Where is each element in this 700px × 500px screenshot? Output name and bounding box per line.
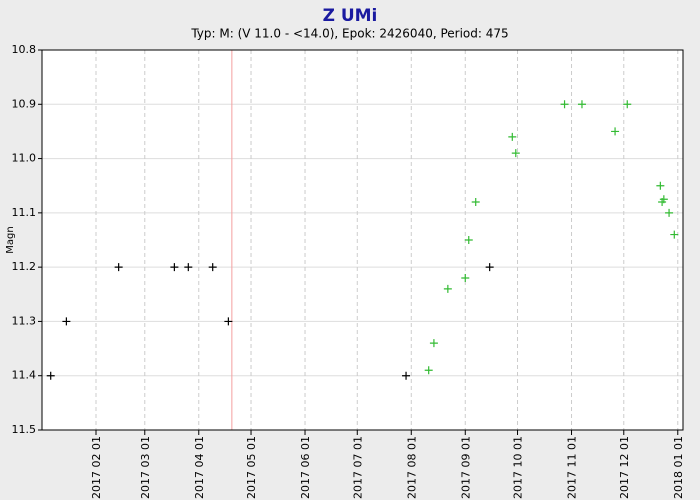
- data-point: [623, 100, 632, 109]
- x-tick-label: 2017 02 01: [90, 436, 103, 499]
- x-tick-label: 2017 12 01: [618, 436, 631, 499]
- data-point: [62, 317, 71, 326]
- y-tick-label: 11.4: [12, 369, 37, 382]
- data-point: [184, 263, 193, 272]
- data-point: [443, 284, 452, 293]
- y-tick-label: 10.8: [12, 43, 37, 56]
- data-point: [429, 339, 438, 348]
- data-point: [508, 132, 517, 141]
- data-point: [560, 100, 569, 109]
- data-point: [670, 230, 679, 239]
- chart-subtitle: Typ: M: (V 11.0 - <14.0), Epok: 2426040,…: [190, 27, 508, 41]
- x-tick-label: 2017 07 01: [351, 436, 364, 499]
- y-axis-label: Magn: [5, 226, 16, 253]
- x-tick-label: 2017 11 01: [566, 436, 579, 499]
- data-point: [170, 263, 179, 272]
- data-point: [114, 263, 123, 272]
- y-tick-label: 11.0: [12, 152, 37, 165]
- plot-frame: [41, 49, 684, 431]
- x-tick-label: 2017 10 01: [512, 436, 525, 499]
- y-tick-label: 11.1: [12, 206, 37, 219]
- data-point: [659, 195, 668, 204]
- data-point: [656, 181, 665, 190]
- data-point: [224, 317, 233, 326]
- data-point: [424, 366, 433, 375]
- data-point: [511, 149, 520, 158]
- x-tick-label: 2018 01 01: [672, 436, 685, 499]
- x-tick-label: 2017 05 01: [245, 436, 258, 499]
- x-tick-label: 2017 08 01: [405, 436, 418, 499]
- data-point: [577, 100, 586, 109]
- data-point: [665, 208, 674, 217]
- plot-area: [41, 49, 684, 431]
- data-point: [464, 236, 473, 244]
- y-tick-label: 11.2: [12, 260, 37, 273]
- data-point: [471, 198, 480, 206]
- data-point: [46, 371, 55, 380]
- data-point: [402, 371, 411, 380]
- y-tick-label: 11.5: [12, 423, 37, 436]
- data-point: [485, 263, 494, 272]
- x-tick-label: 2017 09 01: [459, 436, 472, 499]
- x-tick-label: 2017 04 01: [193, 436, 206, 499]
- data-point: [461, 274, 470, 282]
- y-tick-label: 10.9: [12, 97, 37, 110]
- data-point: [208, 263, 217, 272]
- chart-title: Z UMi: [323, 6, 378, 26]
- data-point: [611, 127, 620, 136]
- x-tick-label: 2017 03 01: [139, 436, 152, 499]
- y-tick-label: 11.3: [12, 314, 37, 327]
- x-tick-label: 2017 06 01: [299, 436, 312, 499]
